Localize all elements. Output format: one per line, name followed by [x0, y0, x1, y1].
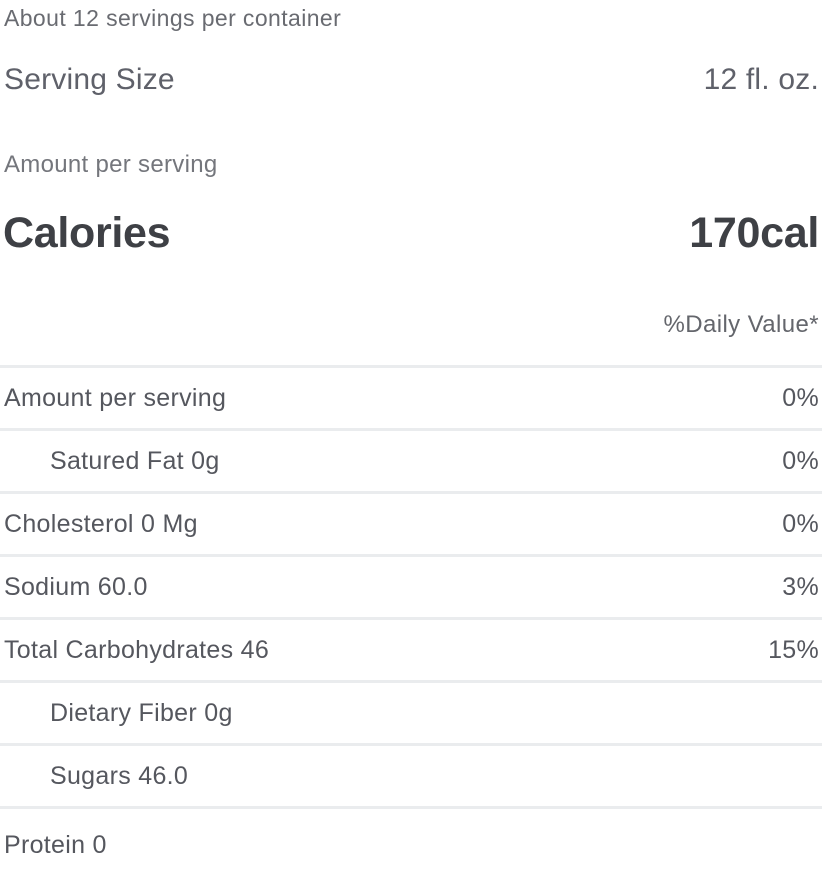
servings-per-container-text: About 12 servings per container [4, 5, 342, 31]
calories-value: 170cal [689, 209, 819, 257]
nutrient-row-protein: Protein 0 [0, 806, 822, 882]
nutrient-daily-value: 15% [768, 635, 819, 664]
nutrient-row-saturated-fat: Satured Fat 0g 0% [0, 428, 822, 491]
nutrient-row-cholesterol: Cholesterol 0 Mg 0% [0, 491, 822, 554]
nutrient-name: Protein 0 [4, 831, 107, 859]
nutrient-name: Total Carbohydrates 46 [4, 635, 270, 664]
nutrient-name: Sodium 60.0 [4, 572, 148, 601]
nutrient-daily-value: 0% [782, 383, 819, 412]
nutrient-row-amount-per-serving: Amount per serving 0% [0, 365, 822, 428]
nutrient-name: Dietary Fiber 0g [50, 698, 233, 727]
serving-size-row: Serving Size 12 fl. oz. [4, 60, 819, 100]
nutrient-row-sodium: Sodium 60.0 3% [0, 554, 822, 617]
nutrient-daily-value: 3% [782, 572, 819, 601]
serving-size-label: Serving Size [4, 63, 175, 96]
nutrient-name: Sugars 46.0 [50, 761, 189, 790]
calories-label: Calories [3, 209, 171, 257]
nutrient-row-total-carbohydrates: Total Carbohydrates 46 15% [0, 617, 822, 680]
amount-per-serving-header: Amount per serving [4, 151, 218, 178]
nutrient-row-dietary-fiber: Dietary Fiber 0g [0, 680, 822, 743]
nutrient-name: Cholesterol 0 Mg [4, 509, 198, 538]
nutrient-name: Amount per serving [4, 383, 227, 412]
nutrient-daily-value: 0% [782, 446, 819, 475]
nutrient-name: Satured Fat 0g [50, 446, 220, 475]
serving-size-value: 12 fl. oz. [703, 63, 819, 96]
daily-value-header: %Daily Value* [663, 311, 819, 338]
nutrient-table: Amount per serving 0% Satured Fat 0g 0% … [0, 365, 822, 882]
nutrient-daily-value: 0% [782, 509, 819, 538]
nutrient-row-sugars: Sugars 46.0 [0, 743, 822, 806]
calories-row: Calories 170cal [3, 206, 819, 260]
